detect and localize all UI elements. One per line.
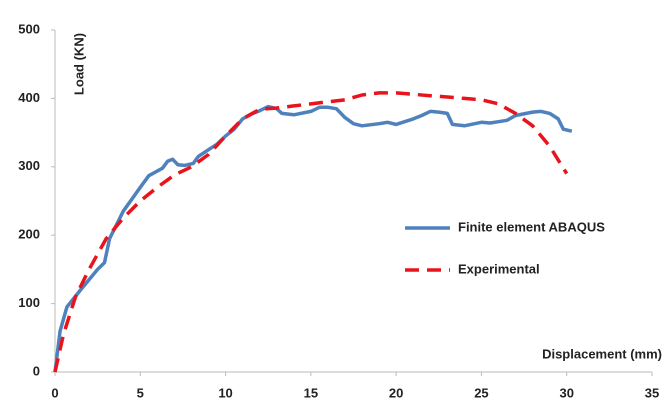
y-tick-label: 0 [33, 363, 40, 378]
y-tick-label: 100 [18, 295, 40, 310]
series-line [53, 104, 573, 373]
y-tick-label: 200 [18, 227, 40, 242]
x-tick-label: 15 [304, 385, 318, 400]
x-tick-label: 20 [389, 385, 403, 400]
y-tick-label: 400 [18, 90, 40, 105]
x-tick-label: 35 [645, 385, 659, 400]
y-tick-label: 500 [18, 21, 40, 36]
y-tick-label: 300 [18, 158, 40, 173]
legend-label: Finite element ABAQUS [458, 219, 605, 234]
x-tick-label: 5 [137, 385, 144, 400]
x-axis-label: Displacement (mm) [542, 346, 662, 361]
x-tick-label: 10 [218, 385, 232, 400]
legend-label: Experimental [458, 261, 540, 276]
x-tick-label: 0 [51, 385, 58, 400]
y-axis-label: Load (KN) [71, 33, 86, 95]
x-tick-label: 25 [474, 385, 488, 400]
x-tick-label: 30 [559, 385, 573, 400]
